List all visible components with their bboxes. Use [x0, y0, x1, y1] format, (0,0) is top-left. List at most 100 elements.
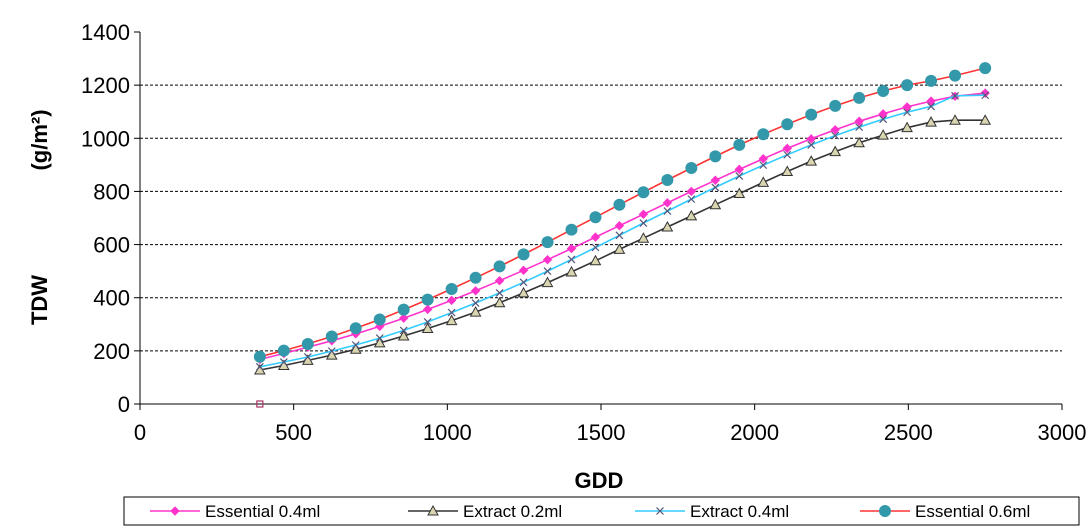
data-point — [519, 278, 528, 287]
data-point — [255, 362, 264, 371]
x-tick-label: 2500 — [884, 420, 933, 445]
data-point — [373, 336, 386, 348]
data-point — [758, 154, 768, 164]
data-point — [901, 121, 913, 133]
data-point — [759, 161, 768, 170]
data-point — [687, 195, 696, 204]
data-point — [301, 337, 314, 350]
data-point — [854, 116, 864, 126]
x-tick-label: 500 — [275, 420, 312, 445]
data-point — [927, 102, 936, 111]
legend-marker — [879, 505, 891, 517]
data-point — [518, 265, 529, 276]
data-point — [685, 209, 698, 221]
series-line — [259, 119, 986, 371]
series-line — [259, 94, 986, 368]
legend-marker — [427, 504, 439, 516]
data-point — [979, 114, 992, 125]
y-tick-label: 1000 — [81, 126, 130, 151]
data-point — [949, 69, 962, 82]
x-tick-label: 0 — [134, 420, 146, 445]
data-point — [710, 175, 721, 185]
data-point — [541, 236, 554, 249]
data-point — [469, 306, 482, 317]
legend-label: Extract 0.4ml — [690, 502, 789, 521]
data-point — [277, 344, 290, 357]
legend-item: Essential 0.4ml — [150, 502, 320, 521]
data-point — [613, 198, 626, 211]
data-point — [447, 308, 456, 317]
data-point — [303, 353, 312, 361]
data-point — [781, 118, 794, 131]
data-point — [709, 198, 722, 210]
data-point — [807, 141, 816, 149]
data-point — [422, 304, 433, 315]
data-point — [831, 131, 840, 140]
data-point — [661, 174, 674, 187]
data-point — [421, 322, 434, 334]
data-point — [517, 248, 530, 261]
data-point — [614, 220, 625, 231]
legend-item: Extract 0.2ml — [408, 502, 562, 521]
data-point — [470, 286, 481, 296]
data-point — [685, 162, 698, 175]
data-point — [637, 186, 650, 199]
legend-marker — [170, 506, 180, 516]
series-0 — [255, 88, 990, 365]
series-2 — [255, 91, 990, 371]
axes — [134, 31, 1063, 410]
x-tick-label: 1000 — [423, 420, 472, 445]
data-point — [781, 165, 794, 176]
data-point — [493, 260, 506, 273]
data-point — [711, 183, 720, 192]
y-axis-title: TDW — [27, 275, 52, 325]
data-point — [397, 329, 410, 341]
legend: Essential 0.4ml Extract 0.2ml Extract 0.4m… — [123, 496, 1080, 526]
data-point — [855, 123, 864, 132]
legend-label: Essential 0.4ml — [205, 502, 320, 521]
data-point — [445, 314, 458, 326]
data-point — [279, 358, 288, 366]
data-point — [734, 164, 745, 175]
data-point — [253, 350, 266, 363]
legend-item: Essential 0.6ml — [860, 502, 1030, 521]
data-point — [325, 330, 338, 343]
data-point — [925, 74, 938, 87]
data-point — [423, 317, 432, 326]
y-tick-label: 1400 — [81, 20, 130, 45]
data-point — [686, 186, 697, 197]
data-point — [375, 321, 385, 332]
data-point — [541, 276, 554, 288]
data-point — [981, 91, 990, 100]
data-point — [469, 271, 482, 284]
data-point — [590, 232, 601, 242]
data-point — [853, 136, 866, 148]
y-axis-unit: (g/m²) — [27, 109, 52, 170]
data-point — [782, 143, 792, 154]
data-point — [327, 347, 336, 356]
data-point — [733, 138, 746, 151]
data-point — [783, 150, 792, 159]
data-point — [517, 286, 530, 298]
data-point — [877, 84, 890, 97]
x-tick-label: 2000 — [730, 420, 779, 445]
x-tick-labels: 0 500 1000 1500 2000 2500 3000 — [134, 420, 1087, 445]
x-tick-label: 3000 — [1038, 420, 1087, 445]
data-point — [351, 341, 360, 349]
data-point — [591, 243, 600, 252]
data-point — [349, 343, 362, 354]
legend-box — [123, 496, 1080, 526]
data-point — [902, 102, 912, 112]
data-point — [446, 295, 457, 306]
data-point — [901, 79, 914, 92]
data-point — [661, 221, 674, 232]
data-point — [565, 223, 578, 236]
data-point — [493, 296, 506, 308]
x-axis-title: GDD — [575, 468, 624, 493]
data-point — [663, 207, 672, 216]
data-point — [398, 313, 409, 323]
data-point — [445, 282, 458, 295]
data-point — [373, 313, 386, 326]
data-point — [757, 176, 770, 187]
data-point — [878, 109, 888, 119]
